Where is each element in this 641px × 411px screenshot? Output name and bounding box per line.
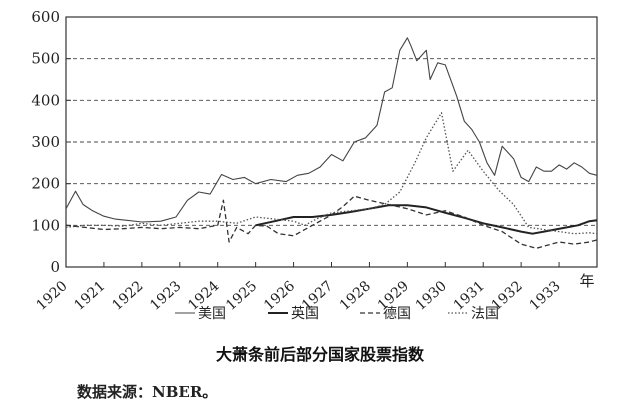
data-source-note: 数据来源：NBER。	[77, 383, 217, 401]
y-tick-label-600: 600	[31, 8, 60, 26]
y-tick-label-500: 500	[31, 50, 60, 68]
chart-title: 大萧条前后部分国家股票指数	[216, 345, 425, 364]
legend: 美国 英国 德国 法国	[175, 305, 499, 322]
legend-label-1: 英国	[291, 305, 319, 322]
legend-label-3: 法国	[471, 306, 499, 322]
series-line-1	[255, 204, 598, 235]
legend-label-2: 德国	[383, 306, 411, 322]
gridlines	[66, 58, 597, 226]
x-axis-label: 年	[579, 272, 594, 290]
series-line-2	[65, 195, 598, 249]
y-tick-label-300: 300	[31, 133, 60, 151]
y-tick-label-0: 0	[50, 258, 60, 276]
y-tick-label-400: 400	[31, 91, 60, 109]
series-lines	[65, 37, 598, 249]
y-tick-label-100: 100	[31, 216, 60, 234]
y-axis: 0 100 200 300 400 500 600	[31, 8, 71, 276]
series-line-0	[65, 37, 598, 223]
y-tick-label-200: 200	[31, 175, 60, 193]
legend-label-0: 美国	[198, 306, 226, 322]
